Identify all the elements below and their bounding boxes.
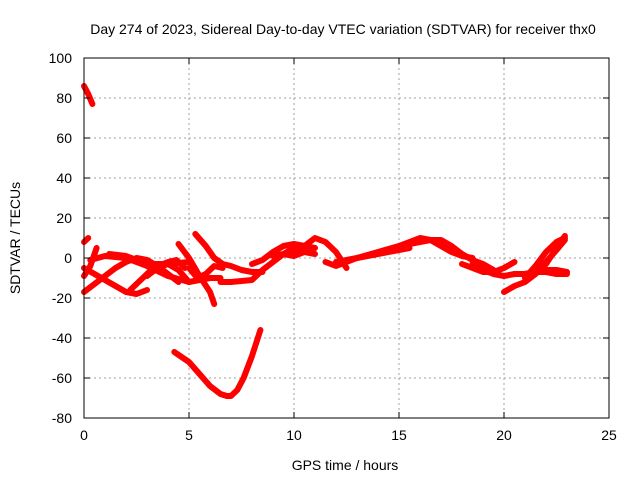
x-tick-label: 25 xyxy=(601,427,617,443)
series-arc-15 xyxy=(249,241,308,267)
series-arc-11 xyxy=(186,263,226,281)
tick-labels: 0 5 10 15 20 25 -80 -60 -40 -20 0 20 40 60 80 100 xyxy=(49,50,617,443)
y-axis-label: SDTVAR / TECUs xyxy=(7,182,23,294)
series-arc-25 xyxy=(532,237,568,273)
y-tick-label: -80 xyxy=(52,410,72,426)
ticks xyxy=(83,57,610,419)
y-tick-label: 20 xyxy=(56,210,72,226)
y-tick-label: -60 xyxy=(52,370,72,386)
y-tick-label: 0 xyxy=(64,250,72,266)
y-tick-label: 80 xyxy=(56,90,72,106)
series-arc-1 xyxy=(81,83,96,107)
y-tick-label: -20 xyxy=(52,290,72,306)
series-arc-17 xyxy=(291,235,350,271)
x-tick-label: 5 xyxy=(185,427,193,443)
x-tick-label: 20 xyxy=(496,427,512,443)
x-tick-label: 15 xyxy=(391,427,407,443)
series-arc-2 xyxy=(81,235,92,245)
series-arc-13 xyxy=(171,327,264,399)
series-arc-12 xyxy=(192,231,266,275)
series-arc-5 xyxy=(81,245,100,279)
series-arc-20 xyxy=(396,235,476,261)
y-tick-label: -40 xyxy=(52,330,72,346)
x-tick-label: 0 xyxy=(80,427,88,443)
chart-title: Day 274 of 2023, Sidereal Day-to-day VTE… xyxy=(90,21,596,37)
y-tick-label: 40 xyxy=(56,170,72,186)
grid xyxy=(84,58,609,418)
series-arc-9 xyxy=(144,261,192,285)
series-arc-19 xyxy=(333,245,413,265)
series-arc-26 xyxy=(522,267,570,277)
plot-frame xyxy=(83,57,610,419)
series-arc-4 xyxy=(81,265,150,297)
y-tick-label: 60 xyxy=(56,130,72,146)
x-tick-label: 10 xyxy=(286,427,302,443)
series-layer xyxy=(81,83,570,399)
x-axis-label: GPS time / hours xyxy=(292,457,399,473)
y-tick-label: 100 xyxy=(49,50,73,66)
